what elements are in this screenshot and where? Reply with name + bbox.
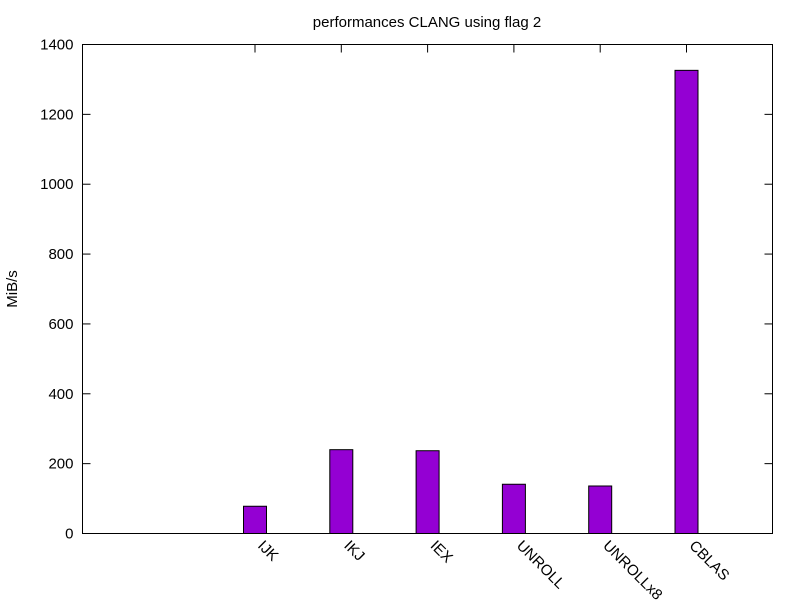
plot-border <box>82 44 773 534</box>
bar-ikj <box>329 449 354 534</box>
y-axis-label: MiB/s <box>4 270 21 308</box>
bar-iex <box>415 450 440 535</box>
x-tick-label: IJK <box>254 537 281 564</box>
plot-area: 0 200 400 600 800 1000 1200 1400 IJK IKJ IEX UNROLL… <box>40 37 773 600</box>
y-tick-label: 1000 <box>40 176 73 193</box>
chart-title: performances CLANG using flag 2 <box>313 14 541 31</box>
bar-cblas <box>674 69 699 535</box>
x-tick-label: UNROLLx8 <box>599 537 665 600</box>
y-tick-label: 400 <box>48 386 73 403</box>
y-tick-label: 1200 <box>40 106 73 123</box>
y-tick-label: 200 <box>48 456 73 473</box>
bar-unroll <box>501 483 526 534</box>
y-tick-label: 600 <box>48 316 73 333</box>
y-tick-label: 1400 <box>40 37 73 54</box>
bar-ijk <box>243 505 267 534</box>
y-tick-label: 0 <box>65 526 73 543</box>
x-tick-label: IEX <box>427 537 456 566</box>
x-tick-label: UNROLL <box>513 537 568 592</box>
x-tick-label: IKJ <box>340 537 367 564</box>
bar-unrollx8 <box>588 485 613 534</box>
y-tick-label: 800 <box>48 246 73 263</box>
x-tick-label: CBLAS <box>686 537 733 584</box>
